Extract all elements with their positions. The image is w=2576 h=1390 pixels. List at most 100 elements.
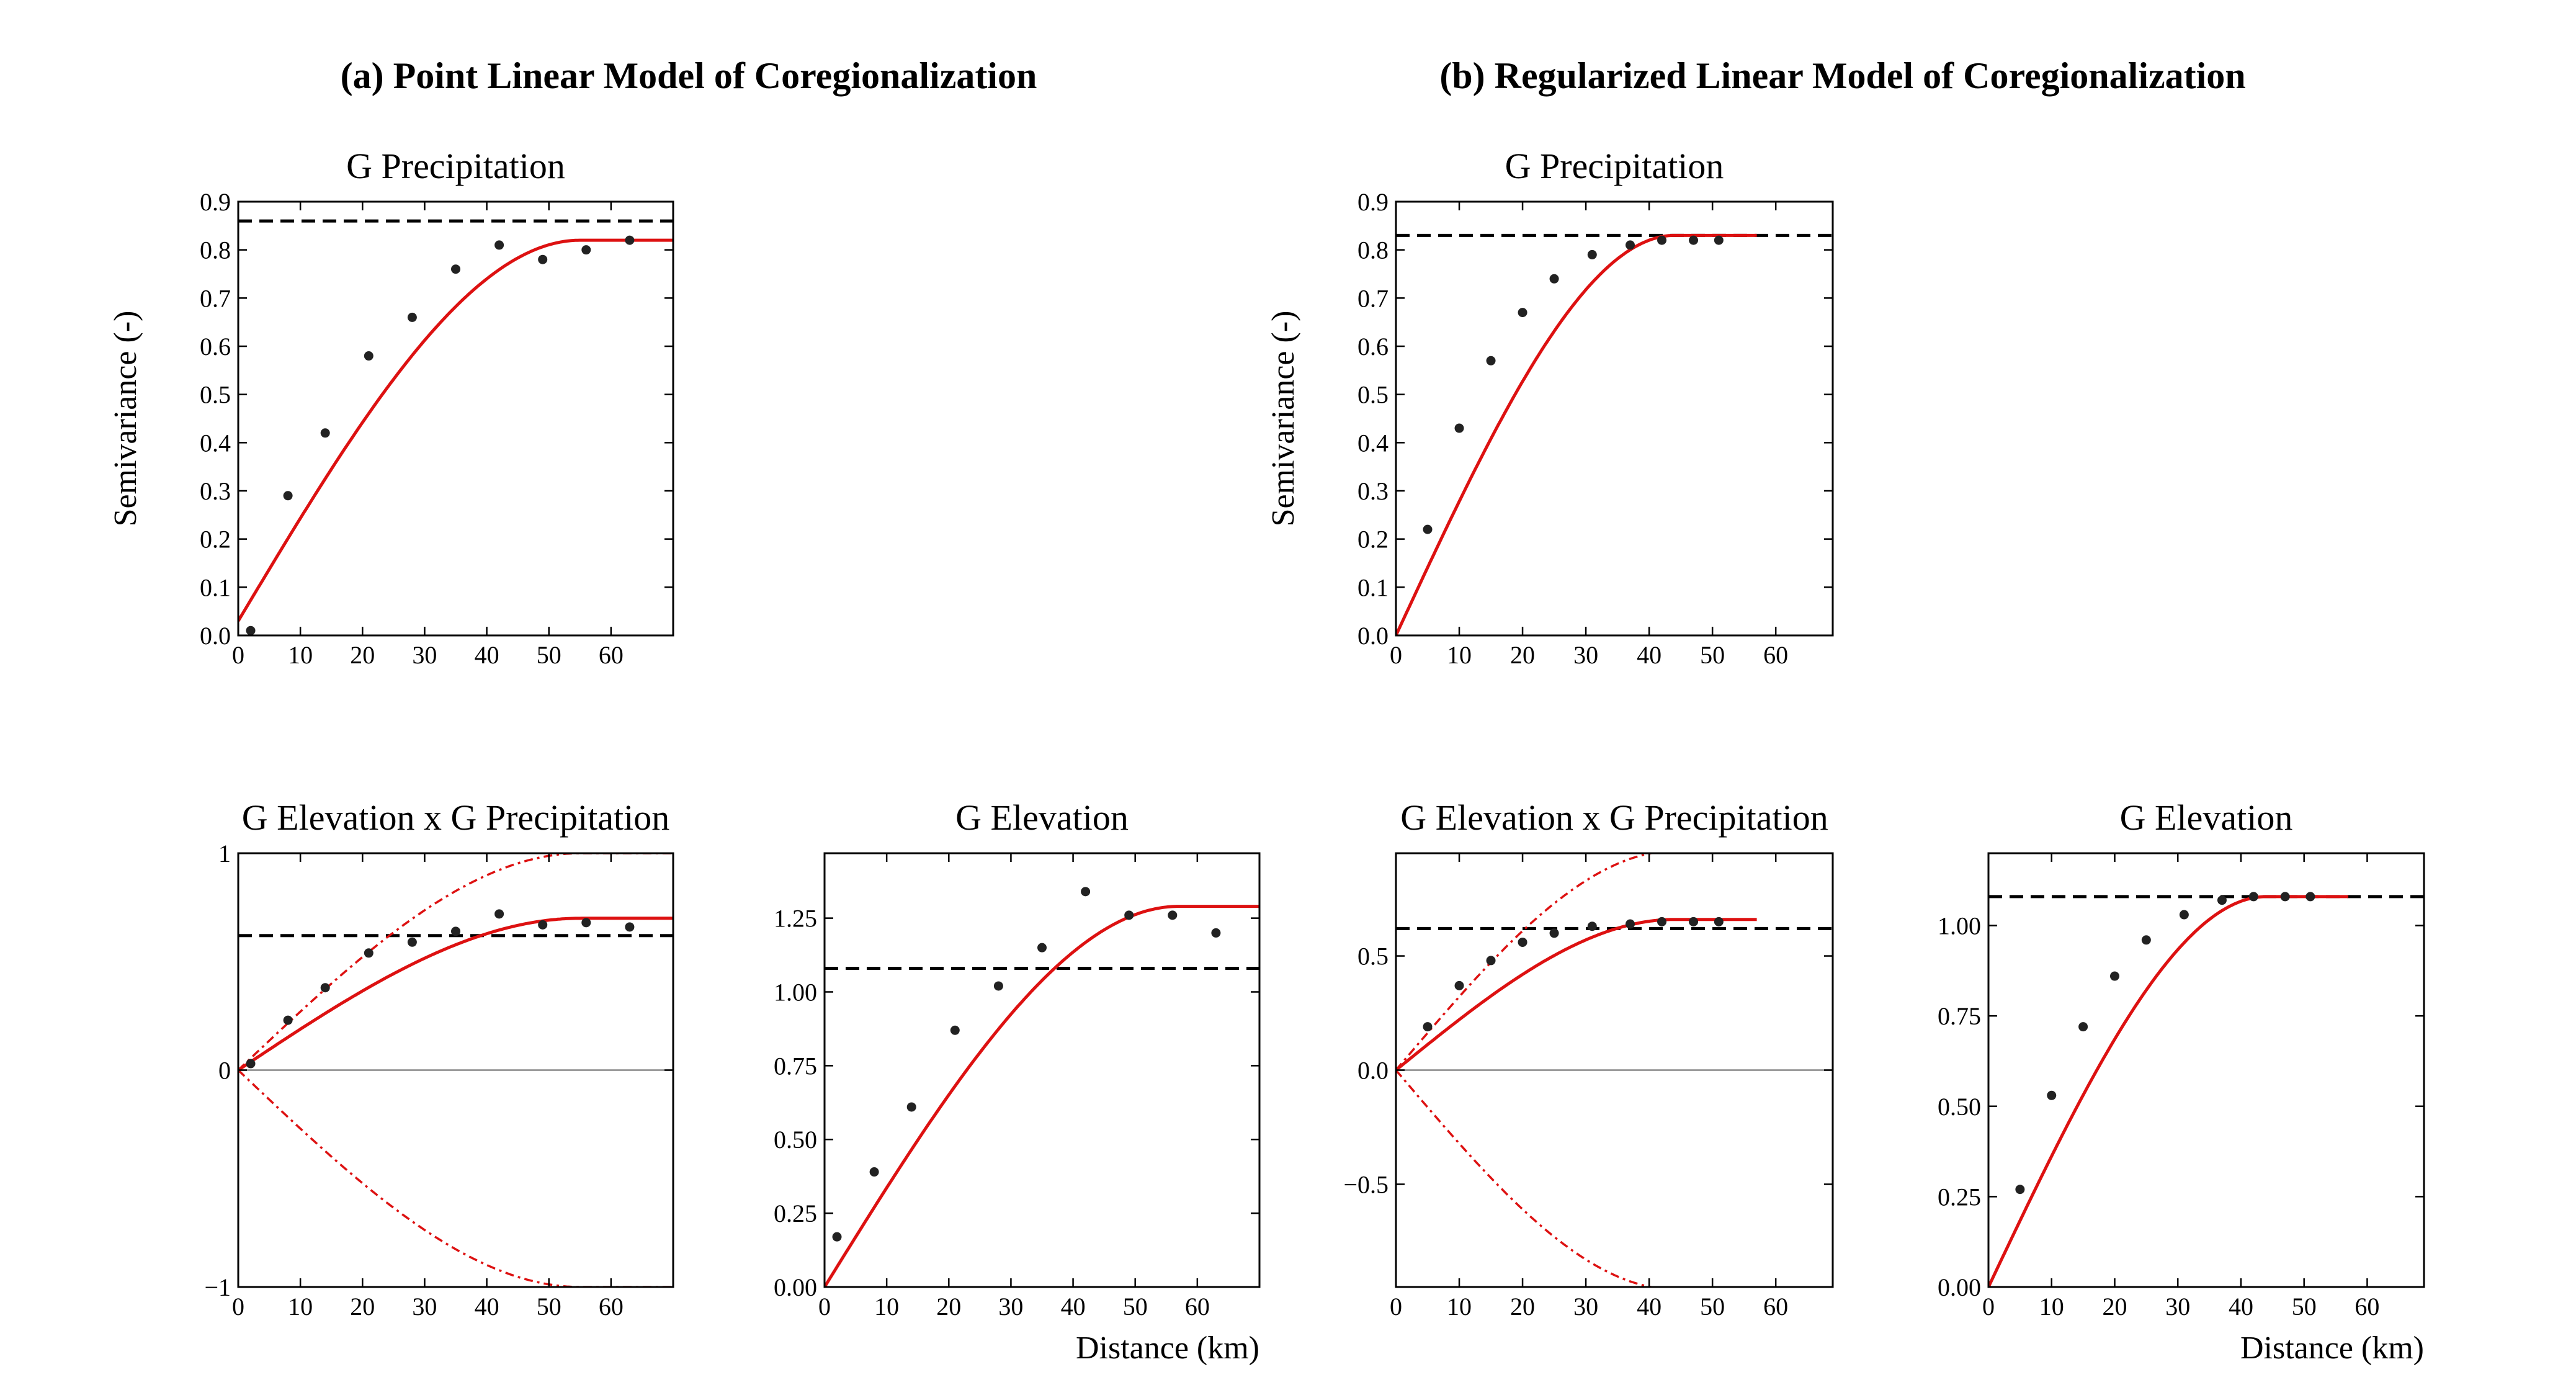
- y-tick-label: 0.50: [774, 1126, 817, 1154]
- x-tick-label: 50: [2292, 1293, 2317, 1320]
- data-point: [407, 312, 417, 322]
- x-tick-label: 50: [1123, 1293, 1148, 1320]
- data-point: [1454, 423, 1464, 433]
- plot-frame: [1395, 200, 1834, 637]
- data-point: [581, 918, 591, 928]
- data-point: [538, 254, 548, 264]
- data-point: [246, 1059, 256, 1069]
- plot-frame: [237, 200, 674, 637]
- y-tick-label: 0.4: [1357, 429, 1389, 457]
- x-tick-label: 0: [1982, 1293, 1995, 1320]
- data-point: [625, 922, 635, 932]
- y-tick-label: 0.8: [1357, 236, 1389, 264]
- chart-a_elev: 0 10 20 30 40 50 60 0.00 0.25 0.50 0.75 1.00 1.25 G E…: [774, 797, 1261, 1366]
- x-tick-label: 20: [350, 1293, 375, 1320]
- data-point: [950, 1025, 960, 1035]
- y-tick-label: 0: [218, 1057, 231, 1085]
- data-point: [993, 981, 1003, 991]
- y-tick-label: 0.4: [200, 429, 231, 457]
- data-point: [832, 1232, 842, 1242]
- data-point: [1423, 524, 1433, 534]
- y-tick-label: 0.00: [774, 1273, 817, 1301]
- y-tick-label: 0.9: [1357, 188, 1389, 216]
- data-point: [1549, 274, 1559, 284]
- model-curve: [1396, 918, 1757, 1072]
- y-tick-label: 0.25: [1938, 1183, 1981, 1211]
- chart-title: G Elevation: [2120, 797, 2293, 838]
- y-tick-label: 0.3: [1357, 477, 1389, 505]
- x-tick-label: 10: [874, 1293, 899, 1320]
- y-tick-label: 0.0: [1357, 1057, 1389, 1085]
- y-tick-label: 0.7: [200, 284, 231, 312]
- data-point: [246, 626, 256, 635]
- y-tick-label: 0.75: [774, 1052, 817, 1080]
- y-tick-label: 0.50: [1938, 1093, 1981, 1121]
- model-curve: [825, 905, 1259, 1287]
- data-point: [1714, 917, 1724, 926]
- data-point: [2047, 1090, 2057, 1100]
- y-tick-label: 0.7: [1357, 284, 1389, 312]
- y-tick-label: 1: [218, 840, 231, 868]
- x-tick-label: 60: [599, 641, 624, 669]
- model-curve: [238, 917, 673, 1072]
- x-tick-label: 20: [350, 641, 375, 669]
- data-point: [2141, 935, 2151, 945]
- y-tick-label: 0.5: [1357, 943, 1389, 971]
- data-point: [320, 428, 330, 438]
- data-point: [2109, 971, 2119, 981]
- data-point: [494, 240, 504, 250]
- data-point: [320, 983, 330, 993]
- data-point: [2217, 895, 2227, 905]
- x-tick-label: 10: [288, 1293, 313, 1320]
- data-point: [1124, 910, 1134, 920]
- y-tick-label: 0.2: [200, 526, 231, 554]
- y-tick-label: 0.6: [200, 333, 231, 361]
- data-point: [1626, 919, 1635, 929]
- data-point: [1626, 240, 1635, 250]
- data-point: [1168, 910, 1178, 920]
- chart-b_precip: 0 10 20 30 40 50 60 0.0 0.1 0.2 0.3 0.4 0.5 0.6 0.7 0.8…: [1266, 146, 1834, 669]
- data-point: [364, 351, 373, 361]
- panel-a-heading: (a) Point Linear Model of Coregionalizat…: [341, 55, 1037, 96]
- model-curve: [1988, 895, 2348, 1287]
- data-point: [1657, 235, 1667, 245]
- x-tick-label: 40: [475, 641, 499, 669]
- y-tick-label: −1: [204, 1273, 231, 1301]
- data-point: [283, 1015, 293, 1025]
- data-point: [1454, 980, 1464, 990]
- x-tick-label: 20: [2102, 1293, 2127, 1320]
- chart-title: G Precipitation: [346, 146, 565, 186]
- data-point: [1518, 308, 1527, 318]
- plot-area: [825, 887, 1259, 1287]
- x-tick-label: 10: [288, 641, 313, 669]
- y-tick-label: 0.0: [200, 622, 231, 650]
- x-axis-label: Distance (km): [2240, 1330, 2424, 1366]
- data-point: [1549, 928, 1559, 938]
- x-tick-label: 30: [412, 1293, 437, 1320]
- data-point: [2305, 892, 2315, 902]
- y-axis-label: Semivariance (-): [1266, 311, 1301, 527]
- lower-envelope-curve: [1396, 1069, 1658, 1287]
- plot-area: [1396, 233, 1833, 635]
- model-curve: [238, 238, 673, 622]
- data-point: [364, 948, 373, 958]
- y-tick-label: 0.8: [200, 236, 231, 264]
- data-point: [2015, 1185, 2025, 1195]
- y-tick-label: 0.5: [1357, 381, 1389, 409]
- y-axis-label: Semivariance (-): [108, 311, 143, 527]
- data-point: [1518, 937, 1527, 947]
- x-tick-label: 40: [2229, 1293, 2253, 1320]
- data-point: [2248, 892, 2258, 902]
- plot-area: [238, 219, 673, 635]
- x-tick-label: 50: [1700, 1293, 1725, 1320]
- y-tick-label: 0.75: [1938, 1002, 1981, 1030]
- y-tick-label: 0.6: [1357, 333, 1389, 361]
- x-tick-label: 30: [998, 1293, 1023, 1320]
- y-tick-label: 0.00: [1938, 1273, 1981, 1301]
- chart-title: G Elevation x G Precipitation: [1400, 797, 1828, 838]
- data-point: [451, 264, 460, 274]
- x-tick-label: 10: [1447, 1293, 1472, 1320]
- y-tick-label: 1.25: [774, 905, 817, 933]
- data-point: [906, 1102, 916, 1112]
